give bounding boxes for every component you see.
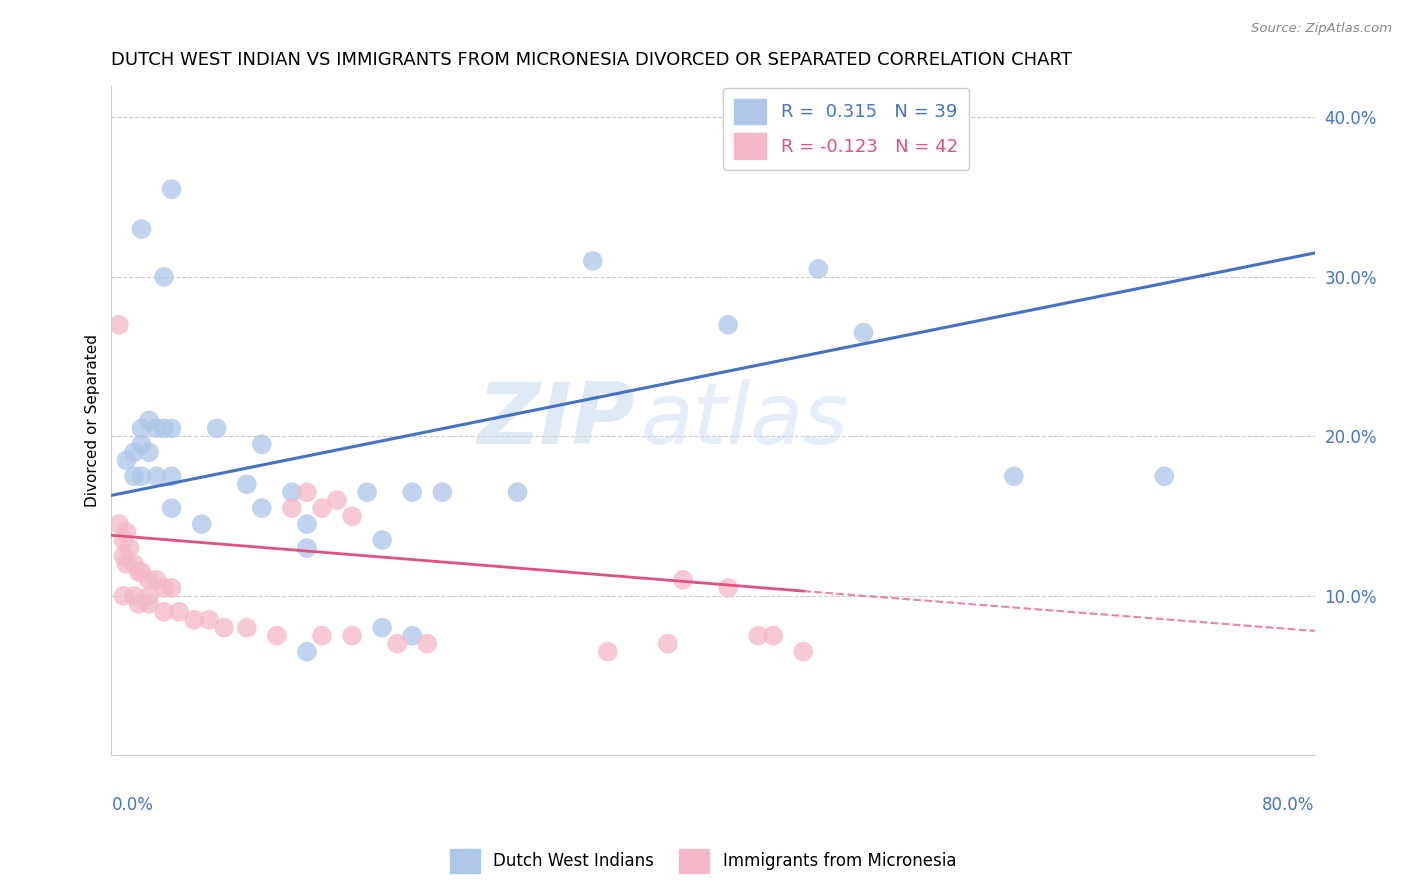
Point	[717, 581, 740, 595]
Point	[236, 477, 259, 491]
Point	[167, 605, 190, 619]
Point	[127, 565, 149, 579]
Point	[596, 645, 619, 659]
Text: atlas: atlas	[641, 379, 849, 462]
Point	[340, 509, 363, 524]
Point	[131, 437, 153, 451]
Point	[153, 605, 176, 619]
Text: DUTCH WEST INDIAN VS IMMIGRANTS FROM MICRONESIA DIVORCED OR SEPARATED CORRELATIO: DUTCH WEST INDIAN VS IMMIGRANTS FROM MIC…	[111, 51, 1073, 69]
Text: Source: ZipAtlas.com: Source: ZipAtlas.com	[1251, 22, 1392, 36]
Text: 0.0%: 0.0%	[111, 796, 153, 814]
Point	[108, 517, 131, 532]
Point	[115, 453, 138, 467]
Point	[506, 485, 529, 500]
Point	[672, 573, 695, 587]
Point	[122, 557, 145, 571]
Point	[131, 565, 153, 579]
Point	[295, 517, 318, 532]
Point	[138, 413, 160, 427]
Point	[145, 573, 167, 587]
Point	[356, 485, 378, 500]
Text: ZIP: ZIP	[477, 379, 636, 462]
Point	[145, 421, 167, 435]
Point	[1153, 469, 1175, 483]
Y-axis label: Divorced or Separated: Divorced or Separated	[86, 334, 100, 507]
Point	[138, 589, 160, 603]
Point	[198, 613, 221, 627]
Point	[295, 645, 318, 659]
Point	[1002, 469, 1025, 483]
Point	[807, 261, 830, 276]
Point	[747, 629, 769, 643]
Point	[281, 485, 304, 500]
Point	[582, 254, 605, 268]
Point	[401, 485, 423, 500]
Point	[115, 557, 138, 571]
Point	[153, 581, 176, 595]
Point	[131, 469, 153, 483]
Point	[295, 485, 318, 500]
Point	[160, 421, 183, 435]
Point	[160, 469, 183, 483]
Point	[281, 501, 304, 516]
Point	[160, 182, 183, 196]
Point	[183, 613, 205, 627]
Point	[127, 597, 149, 611]
Point	[122, 445, 145, 459]
Point	[131, 222, 153, 236]
Point	[115, 524, 138, 539]
Point	[401, 629, 423, 643]
Point	[131, 421, 153, 435]
Point	[112, 589, 135, 603]
Point	[266, 629, 288, 643]
Point	[432, 485, 454, 500]
Point	[190, 517, 212, 532]
Point	[122, 469, 145, 483]
Point	[153, 421, 176, 435]
Text: 80.0%: 80.0%	[1263, 796, 1315, 814]
Legend: R =  0.315   N = 39, R = -0.123   N = 42: R = 0.315 N = 39, R = -0.123 N = 42	[723, 87, 969, 169]
Point	[122, 589, 145, 603]
Point	[792, 645, 814, 659]
Point	[212, 621, 235, 635]
Point	[311, 629, 333, 643]
Point	[717, 318, 740, 332]
Legend: Dutch West Indians, Immigrants from Micronesia: Dutch West Indians, Immigrants from Micr…	[443, 842, 963, 880]
Point	[153, 269, 176, 284]
Point	[340, 629, 363, 643]
Point	[852, 326, 875, 340]
Point	[138, 573, 160, 587]
Point	[112, 533, 135, 547]
Point	[371, 621, 394, 635]
Point	[236, 621, 259, 635]
Point	[138, 597, 160, 611]
Point	[160, 581, 183, 595]
Point	[387, 637, 409, 651]
Point	[138, 445, 160, 459]
Point	[112, 549, 135, 563]
Point	[118, 541, 141, 555]
Point	[657, 637, 679, 651]
Point	[205, 421, 228, 435]
Point	[250, 501, 273, 516]
Point	[762, 629, 785, 643]
Point	[250, 437, 273, 451]
Point	[160, 501, 183, 516]
Point	[326, 493, 349, 508]
Point	[371, 533, 394, 547]
Point	[108, 318, 131, 332]
Point	[295, 541, 318, 555]
Point	[145, 469, 167, 483]
Point	[416, 637, 439, 651]
Point	[311, 501, 333, 516]
